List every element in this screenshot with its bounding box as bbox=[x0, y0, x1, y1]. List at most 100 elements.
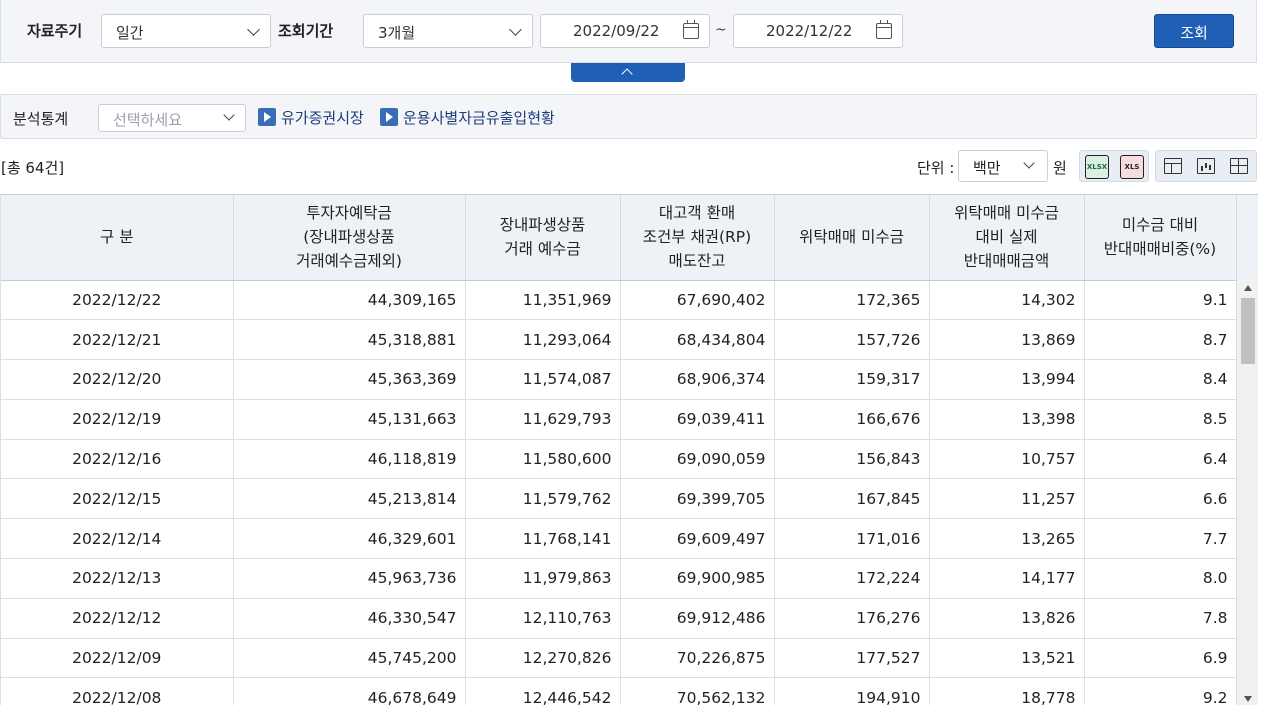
value-cell: 46,678,649 bbox=[233, 677, 466, 705]
table-row[interactable]: 2022/12/09 45,745,200 12,270,826 70,226,875… bbox=[1, 638, 1237, 679]
date-cell: 2022/12/13 bbox=[1, 558, 234, 599]
xlsx-download-icon[interactable]: XLSX bbox=[1085, 155, 1109, 179]
value-cell: 7.8 bbox=[1084, 598, 1237, 639]
value-cell: 6.4 bbox=[1084, 439, 1237, 480]
value-cell: 172,224 bbox=[774, 558, 930, 599]
calendar-icon[interactable] bbox=[683, 20, 699, 39]
period-label: 자료주기 bbox=[27, 22, 83, 40]
scroll-down-icon[interactable] bbox=[1244, 696, 1252, 702]
value-cell: 68,906,374 bbox=[620, 359, 775, 400]
value-cell: 8.0 bbox=[1084, 558, 1237, 599]
value-cell: 177,527 bbox=[774, 638, 930, 679]
analysis-select[interactable]: 선택하세요 bbox=[98, 104, 246, 132]
end-date-value: 2022/12/22 bbox=[766, 22, 853, 40]
value-cell: 6.9 bbox=[1084, 638, 1237, 679]
table-row[interactable]: 2022/12/12 46,330,547 12,110,763 69,912,486… bbox=[1, 598, 1237, 639]
range-select[interactable]: 3개월 bbox=[363, 14, 533, 48]
data-table-container: 구 분 투자자예탁금 (장내파생상품 거래예수금제외) 장내파생상품 거래 예수금 대고객 … bbox=[0, 194, 1258, 705]
start-date-value: 2022/09/22 bbox=[573, 22, 660, 40]
table-row[interactable]: 2022/12/16 46,118,819 11,580,600 69,090,059… bbox=[1, 439, 1237, 480]
data-table: 구 분 투자자예탁금 (장내파생상품 거래예수금제외) 장내파생상품 거래 예수금 대고객 … bbox=[1, 195, 1237, 705]
value-cell: 70,562,132 bbox=[620, 677, 775, 705]
value-cell: 44,309,165 bbox=[233, 280, 466, 321]
date-cell: 2022/12/22 bbox=[1, 280, 234, 321]
value-cell: 9.2 bbox=[1084, 677, 1237, 705]
date-cell: 2022/12/09 bbox=[1, 638, 234, 679]
table-row[interactable]: 2022/12/08 46,678,649 12,446,542 70,562,132… bbox=[1, 677, 1237, 705]
chevron-down-icon bbox=[509, 23, 522, 36]
value-cell: 156,843 bbox=[774, 439, 930, 480]
value-cell: 166,676 bbox=[774, 399, 930, 440]
analysis-placeholder: 선택하세요 bbox=[113, 111, 183, 129]
search-panel: 자료주기 일간 조회기간 3개월 2022/09/22 ~ 2022/12/22… bbox=[0, 0, 1257, 63]
value-cell: 13,826 bbox=[929, 598, 1085, 639]
column-header-line: 거래예수금제외) bbox=[296, 252, 402, 271]
value-cell: 172,365 bbox=[774, 280, 930, 321]
column-header-line: 반대매매금액 bbox=[963, 252, 1050, 271]
table-row[interactable]: 2022/12/15 45,213,814 11,579,762 69,399,705… bbox=[1, 478, 1237, 520]
value-cell: 7.7 bbox=[1084, 518, 1237, 560]
scroll-thumb[interactable] bbox=[1241, 298, 1255, 364]
range-value: 3개월 bbox=[378, 24, 416, 42]
grid-view-icon[interactable] bbox=[1230, 158, 1248, 174]
collapse-panel-button[interactable] bbox=[571, 63, 685, 82]
link-fund-flows[interactable]: 운용사별자금유출입현황 bbox=[403, 109, 555, 127]
column-header-line: 대고객 환매 bbox=[658, 204, 736, 223]
column-header: 위탁매매 미수금 대비 실제 반대매매금액 bbox=[929, 195, 1085, 281]
column-header-line: 조건부 채권(RP) bbox=[642, 228, 752, 247]
value-cell: 13,994 bbox=[929, 359, 1085, 400]
unit-label: 단위 : bbox=[917, 159, 955, 177]
table-row[interactable]: 2022/12/22 44,309,165 11,351,969 67,690,402… bbox=[1, 280, 1237, 321]
value-cell: 12,110,763 bbox=[465, 598, 621, 639]
column-header-line: 투자자예탁금 bbox=[306, 204, 392, 223]
bar-chart-view-icon[interactable] bbox=[1197, 158, 1215, 174]
value-cell: 11,629,793 bbox=[465, 399, 621, 440]
value-cell: 45,963,736 bbox=[233, 558, 466, 599]
column-header-line: 거래 예수금 bbox=[504, 240, 581, 259]
value-cell: 46,118,819 bbox=[233, 439, 466, 480]
start-date-field[interactable]: 2022/09/22 bbox=[540, 14, 710, 48]
analysis-bar: 분석통계 선택하세요 유가증권시장 운용사별자금유출입현황 bbox=[0, 94, 1257, 139]
value-cell: 69,912,486 bbox=[620, 598, 775, 639]
table-header-row: 구 분 투자자예탁금 (장내파생상품 거래예수금제외) 장내파생상품 거래 예수금 대고객 … bbox=[1, 195, 1237, 281]
scroll-up-icon[interactable] bbox=[1244, 285, 1252, 291]
view-mode-group bbox=[1155, 150, 1257, 182]
link-securities-market[interactable]: 유가증권시장 bbox=[281, 109, 364, 127]
table-row[interactable]: 2022/12/19 45,131,663 11,629,793 69,039,411… bbox=[1, 399, 1237, 440]
chevron-down-icon bbox=[1023, 157, 1035, 169]
table-view-icon[interactable] bbox=[1164, 158, 1182, 174]
calendar-icon[interactable] bbox=[876, 20, 892, 39]
xls-download-icon[interactable]: XLS bbox=[1120, 155, 1144, 179]
end-date-field[interactable]: 2022/12/22 bbox=[733, 14, 903, 48]
vertical-scrollbar[interactable] bbox=[1237, 281, 1258, 705]
date-cell: 2022/12/15 bbox=[1, 478, 234, 520]
column-header-line: 매도잔고 bbox=[668, 252, 726, 271]
value-cell: 14,302 bbox=[929, 280, 1085, 321]
table-row[interactable]: 2022/12/20 45,363,369 11,574,087 68,906,374… bbox=[1, 359, 1237, 400]
table-row[interactable]: 2022/12/21 45,318,881 11,293,064 68,434,804… bbox=[1, 319, 1237, 361]
column-header-line: 장내파생상품 bbox=[499, 216, 586, 235]
value-cell: 11,580,600 bbox=[465, 439, 621, 480]
date-cell: 2022/12/14 bbox=[1, 518, 234, 560]
unit-select[interactable]: 백만 bbox=[958, 150, 1048, 182]
value-cell: 45,131,663 bbox=[233, 399, 466, 440]
value-cell: 11,257 bbox=[929, 478, 1085, 520]
period-select[interactable]: 일간 bbox=[101, 14, 271, 48]
date-cell: 2022/12/08 bbox=[1, 677, 234, 705]
value-cell: 46,330,547 bbox=[233, 598, 466, 639]
value-cell: 13,398 bbox=[929, 399, 1085, 440]
value-cell: 67,690,402 bbox=[620, 280, 775, 321]
value-cell: 12,446,542 bbox=[465, 677, 621, 705]
search-button[interactable]: 조회 bbox=[1154, 14, 1234, 48]
value-cell: 69,609,497 bbox=[620, 518, 775, 560]
value-cell: 12,270,826 bbox=[465, 638, 621, 679]
value-cell: 18,778 bbox=[929, 677, 1085, 705]
value-cell: 45,213,814 bbox=[233, 478, 466, 520]
table-row[interactable]: 2022/12/13 45,963,736 11,979,863 69,900,985… bbox=[1, 558, 1237, 599]
chevron-down-icon bbox=[223, 109, 235, 121]
value-cell: 69,900,985 bbox=[620, 558, 775, 599]
table-row[interactable]: 2022/12/14 46,329,601 11,768,141 69,609,497… bbox=[1, 518, 1237, 560]
column-header-line: 반대매매비중(%) bbox=[1103, 240, 1217, 259]
